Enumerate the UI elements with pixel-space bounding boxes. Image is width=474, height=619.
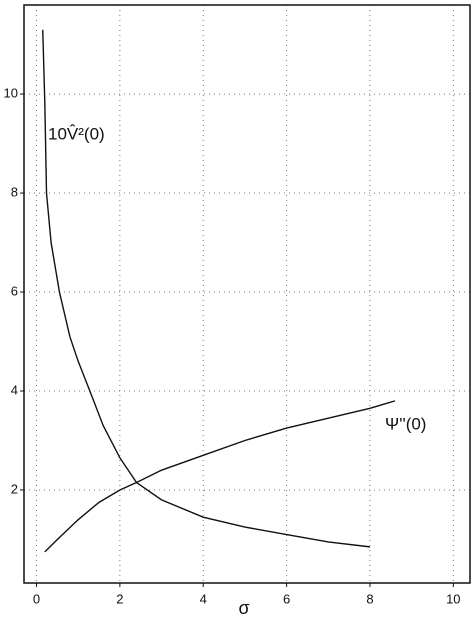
series-label: 10V̂²(0)	[48, 124, 105, 144]
x-tick-label: 8	[366, 591, 373, 606]
x-tick-label: 4	[200, 591, 207, 606]
plot-frame	[23, 4, 471, 584]
line	[42, 29, 371, 548]
x-tick-label: 6	[283, 591, 290, 606]
y-tick-label: 10	[4, 86, 18, 101]
series-label: Ψ''(0)	[385, 414, 426, 433]
y-tick-label: 6	[11, 283, 18, 298]
x-axis-title: σ	[238, 598, 249, 618]
y-tick-label: 4	[11, 382, 18, 397]
x-tick-label: 10	[446, 591, 460, 606]
x-tick-label: 2	[116, 591, 123, 606]
y-tick-label: 2	[11, 481, 18, 496]
line	[44, 400, 396, 553]
x-tick-label: 0	[33, 591, 40, 606]
y-tick-label: 8	[11, 184, 18, 199]
